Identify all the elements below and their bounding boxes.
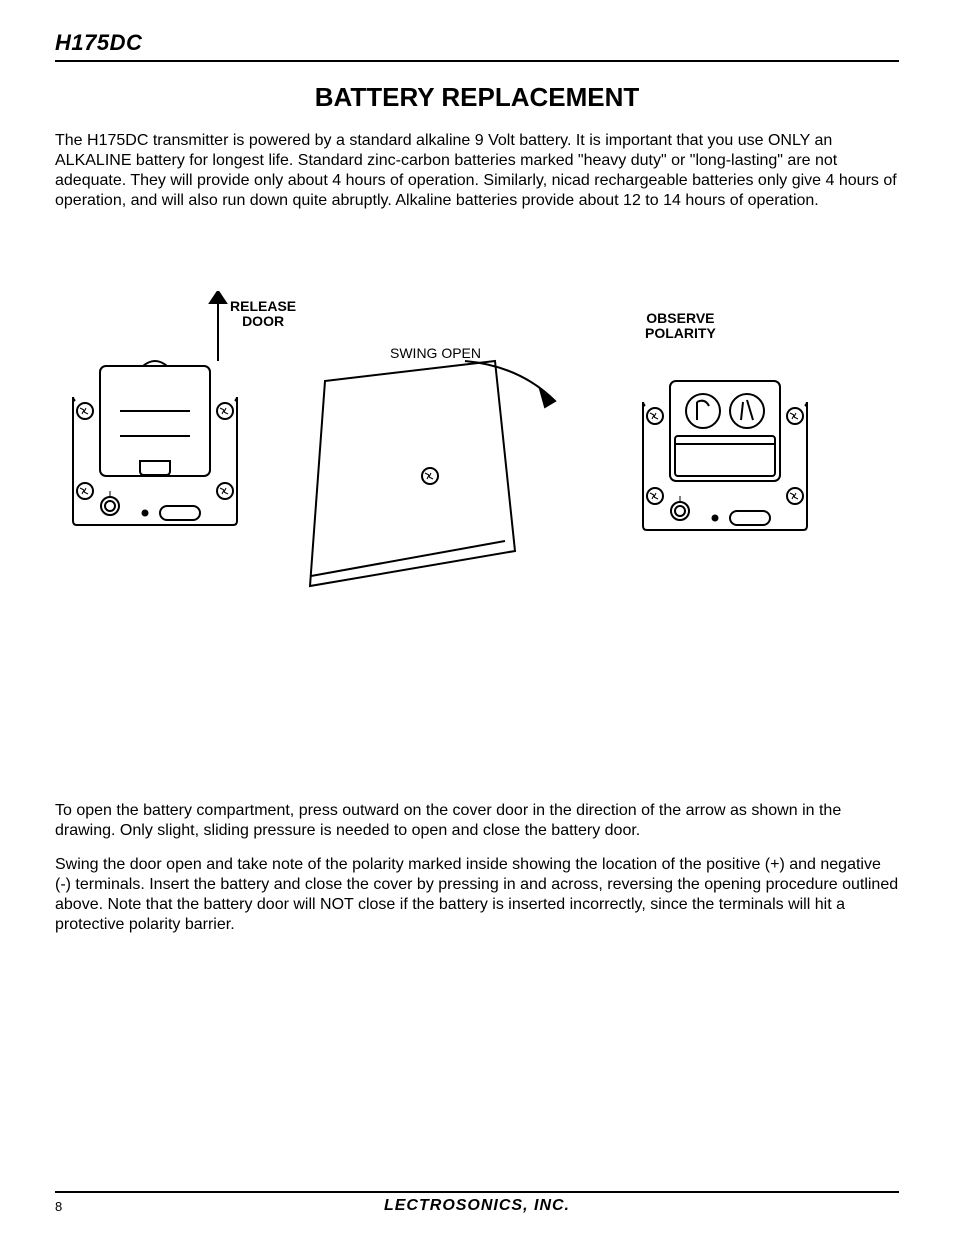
page-title: BATTERY REPLACEMENT (55, 82, 899, 113)
header-bar: H175DC (55, 30, 899, 62)
footer: 8 LECTROSONICS, INC. (55, 1191, 899, 1215)
paragraph-intro: The H175DC transmitter is powered by a s… (55, 131, 899, 211)
page-number: 8 (55, 1199, 85, 1214)
company-name: LECTROSONICS, INC. (85, 1197, 869, 1215)
model-label: H175DC (55, 30, 899, 56)
device-swing-open-icon (265, 321, 585, 601)
device-open-polarity-icon (625, 356, 825, 556)
battery-diagram: RELEASE DOOR SWING OPEN OBSERVE POLARITY (55, 291, 899, 691)
device-closed-icon (55, 291, 255, 551)
paragraph-insert: Swing the door open and take note of the… (55, 855, 899, 935)
label-observe-polarity: OBSERVE POLARITY (645, 311, 716, 342)
paragraph-open: To open the battery compartment, press o… (55, 801, 899, 841)
